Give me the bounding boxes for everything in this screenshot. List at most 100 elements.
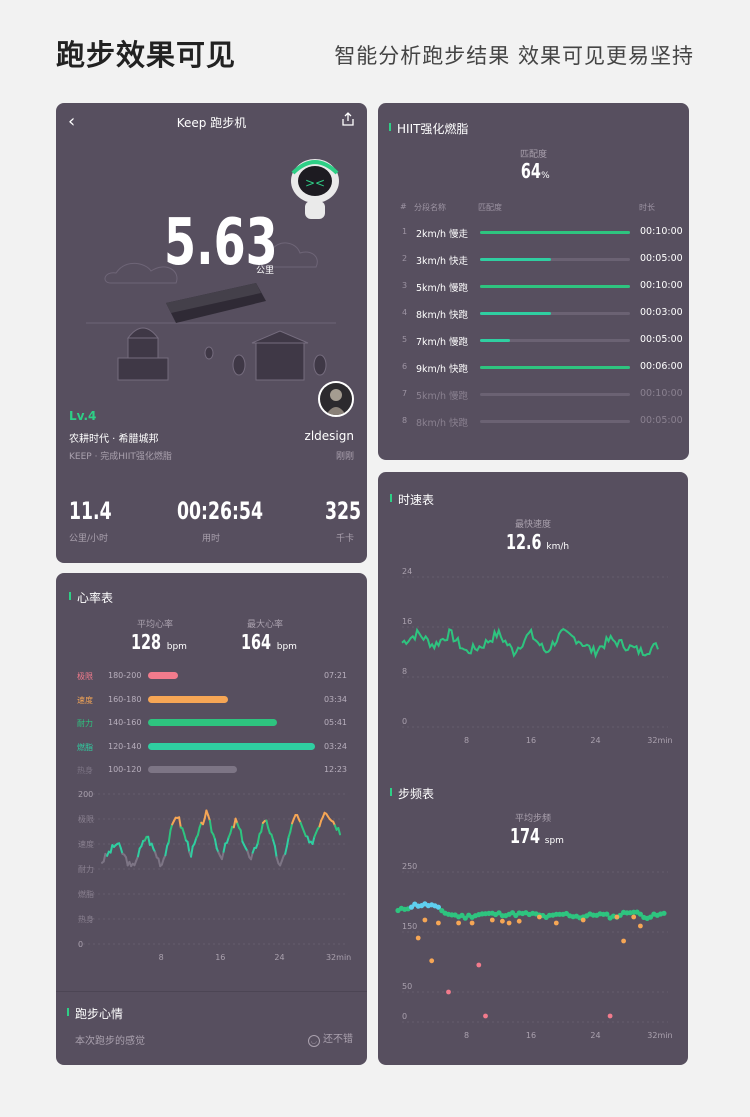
scene-illustration bbox=[86, 242, 336, 381]
heart-line-segment bbox=[270, 833, 275, 842]
cadence-point bbox=[435, 904, 441, 910]
segment-name: 8km/h 快跑 bbox=[416, 310, 469, 321]
segment-name: 5km/h 慢跑 bbox=[416, 283, 469, 294]
mood-title: 跑步心情 bbox=[66, 1007, 124, 1021]
segment-number: 3 bbox=[402, 281, 408, 290]
heart-line-segment bbox=[102, 852, 107, 863]
heart-line-segment bbox=[306, 835, 311, 844]
heart-line-segment bbox=[169, 823, 174, 832]
segment-match-track bbox=[480, 393, 630, 396]
cadence-point bbox=[647, 914, 654, 920]
x-tick-label: 24 bbox=[590, 736, 600, 745]
x-tick-label: 8 bbox=[464, 736, 469, 745]
zone-range: 180-200 bbox=[108, 671, 142, 680]
cadence-point bbox=[415, 935, 421, 941]
user-avatar[interactable] bbox=[318, 381, 354, 417]
segment-name: 5km/h 慢跑 bbox=[416, 391, 469, 402]
cadence-point bbox=[496, 910, 502, 916]
back-icon[interactable]: ‹ bbox=[68, 111, 76, 132]
stat-calories: 325 bbox=[325, 497, 362, 525]
cadence-avg-value: 174 spm bbox=[510, 824, 564, 848]
segment-match-track bbox=[480, 339, 630, 342]
share-icon[interactable] bbox=[341, 112, 355, 126]
zone-name: 极限 bbox=[77, 672, 93, 681]
post-time: 刚刚 bbox=[335, 452, 354, 462]
heart-line-segment bbox=[186, 840, 191, 854]
y-tick-label: 250 bbox=[402, 862, 417, 871]
x-tick-label: 8 bbox=[464, 1031, 469, 1040]
segment-number: 5 bbox=[402, 335, 408, 344]
heart-line-segment bbox=[318, 819, 323, 828]
mascot-avatar: >< bbox=[291, 159, 339, 219]
cadence-point bbox=[506, 920, 512, 926]
heart-line-segment bbox=[164, 845, 169, 857]
segment-match-bar bbox=[480, 258, 551, 261]
x-tick-label: 16 bbox=[215, 953, 225, 962]
heart-line-segment bbox=[220, 850, 225, 861]
segment-name: 8km/h 快跑 bbox=[416, 418, 469, 429]
mood-divider bbox=[56, 991, 367, 992]
mood-selector[interactable]: ◡ 还不错 bbox=[307, 1030, 353, 1047]
heart-line-segment bbox=[273, 845, 278, 859]
segment-time: 00:06:00 bbox=[640, 361, 683, 372]
x-tick-label: 24 bbox=[590, 1031, 600, 1040]
cadence-point bbox=[469, 920, 475, 926]
hiit-title: HIIT强化燃脂 bbox=[388, 122, 469, 136]
heart-line-segment bbox=[222, 842, 227, 853]
stat-calories-label: 千卡 bbox=[335, 534, 354, 544]
segment-name: 2km/h 慢走 bbox=[416, 229, 469, 240]
zone-time: 05:41 bbox=[323, 718, 347, 727]
distance-value: 5.63 bbox=[164, 206, 278, 280]
zone-bar bbox=[148, 742, 315, 750]
nav-title: Keep 跑步机 bbox=[176, 116, 247, 130]
heart-line-segment bbox=[285, 836, 290, 848]
zone-bar bbox=[148, 766, 237, 773]
hiit-segment-row: 5 7km/h 慢跑 00:05:00 bbox=[378, 334, 689, 362]
segment-number: 6 bbox=[402, 362, 408, 371]
speed-title: 时速表 bbox=[389, 493, 435, 507]
hiit-col-match: 匹配度 bbox=[478, 203, 502, 212]
heart-zone-row: 速度 160-180 03:34 bbox=[56, 695, 367, 719]
zone-time: 12:23 bbox=[323, 765, 347, 774]
cadence-point bbox=[483, 1013, 488, 1019]
hiit-col-num: # bbox=[400, 202, 407, 211]
segment-match-track bbox=[480, 312, 630, 315]
summary-card: ‹ Keep 跑步机 >< bbox=[56, 103, 367, 563]
heart-line-segment bbox=[275, 856, 280, 865]
y-tick-label: 150 bbox=[402, 922, 417, 931]
y-tick-label: 200 bbox=[78, 790, 93, 799]
speed-line bbox=[401, 627, 659, 659]
heart-line-segment bbox=[190, 845, 194, 858]
zone-range: 120-140 bbox=[108, 741, 142, 751]
heart-line-segment bbox=[260, 821, 264, 833]
username[interactable]: zldesign bbox=[304, 429, 354, 443]
heart-line-segment bbox=[109, 844, 114, 854]
speed-max-label: 最快速度 bbox=[514, 520, 551, 530]
hiit-col-name: 分段名称 bbox=[414, 203, 446, 212]
segment-match-track bbox=[480, 258, 630, 261]
heart-line-segment bbox=[167, 829, 172, 843]
zone-name: 速度 bbox=[77, 695, 93, 705]
cadence-point bbox=[408, 904, 415, 910]
heart-line-segment bbox=[178, 816, 182, 829]
heart-line-segment bbox=[208, 819, 213, 833]
cadence-point bbox=[621, 938, 626, 944]
y-tick-label: 0 bbox=[78, 940, 83, 949]
heart-title: 心率表 bbox=[68, 591, 114, 605]
segment-number: 7 bbox=[402, 389, 408, 398]
segment-time: 00:05:00 bbox=[640, 253, 683, 264]
page-subtitle: 智能分析跑步结果 效果可见更易坚持 bbox=[334, 44, 694, 68]
speed-max-value: 12.6 km/h bbox=[506, 530, 570, 554]
heart-zone-row: 热身 100-120 12:23 bbox=[56, 765, 367, 789]
y-tick-label: 50 bbox=[402, 982, 412, 991]
cadence-point bbox=[422, 917, 428, 923]
heart-avg-value: 128 bpm bbox=[131, 630, 187, 654]
zone-name: 燃脂 bbox=[77, 742, 93, 752]
segment-number: 4 bbox=[402, 308, 408, 317]
zone-time: 07:21 bbox=[323, 671, 347, 680]
cadence-point bbox=[614, 914, 620, 920]
heart-line-segment bbox=[246, 850, 251, 859]
zone-name: 热身 bbox=[77, 766, 93, 775]
cadence-point bbox=[516, 918, 522, 924]
stat-speed: 11.4 bbox=[69, 497, 112, 525]
